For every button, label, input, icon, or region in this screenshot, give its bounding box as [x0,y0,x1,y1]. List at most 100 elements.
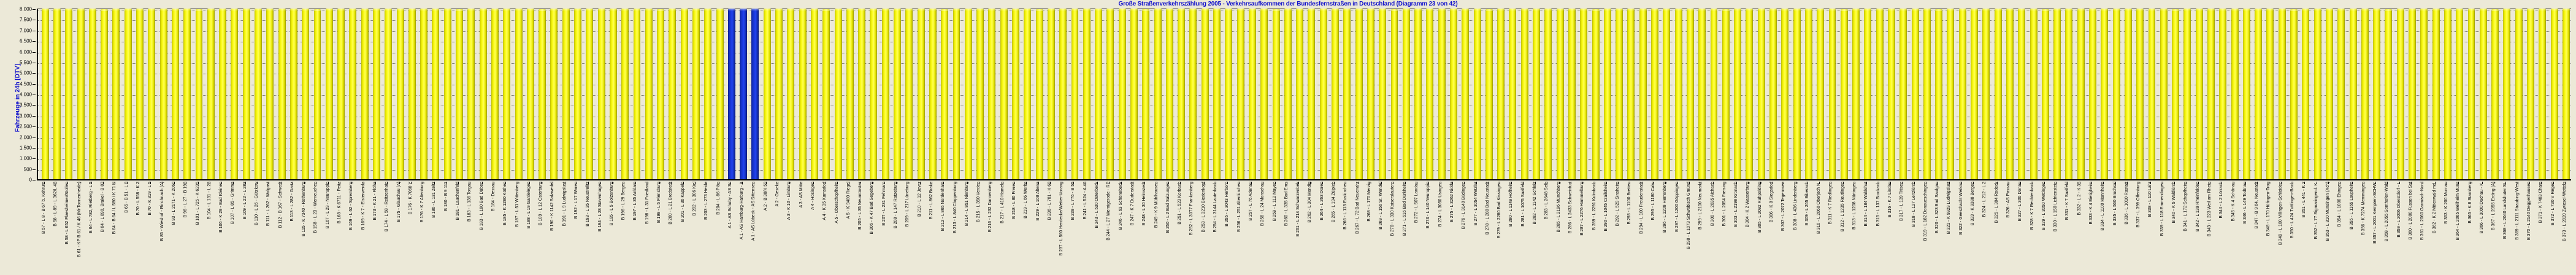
bar-bundesstrasse[interactable] [1106,9,1114,179]
bar-bundesstrasse[interactable] [2432,9,2440,179]
bar-bundesstrasse[interactable] [385,9,393,179]
bar-bundesstrasse[interactable] [2456,9,2464,179]
bar-bundesstrasse[interactable] [467,9,475,179]
bar-bundesstrasse[interactable] [503,9,511,179]
bar-bundesstrasse[interactable] [53,9,61,179]
bar-bundesstrasse[interactable] [349,9,357,179]
bar-bundesstrasse[interactable] [1509,9,1517,179]
bar-bundesstrasse[interactable] [2018,9,2026,179]
bar-bundesstrasse[interactable] [2172,9,2180,179]
bar-bundesstrasse[interactable] [1817,9,1825,179]
bar-bundesstrasse[interactable] [1971,9,1979,179]
bar-bundesstrasse[interactable] [289,9,297,179]
bar-bundesstrasse[interactable] [526,9,534,179]
bar-bundesstrasse[interactable] [1047,9,1055,179]
bar-bundesstrasse[interactable] [1580,9,1588,179]
bar-bundesstrasse[interactable] [372,9,380,179]
bar-bundesstrasse[interactable] [1746,9,1754,179]
bar-bundesstrasse[interactable] [1296,9,1304,179]
bar-bundesstrasse[interactable] [846,9,854,179]
bar-bundesstrasse[interactable] [1414,9,1422,179]
bar-bundesstrasse[interactable] [1118,9,1126,179]
bar-bundesstrasse[interactable] [1698,9,1706,179]
bar-bundesstrasse[interactable] [1734,9,1742,179]
bar-bundesstrasse[interactable] [645,9,653,179]
bar-bundesstrasse[interactable] [1923,9,1931,179]
bar-bundesstrasse[interactable] [124,9,132,179]
bar-bundesstrasse[interactable] [1071,9,1079,179]
bar-bundesstrasse[interactable] [41,9,49,179]
bar-bundesstrasse[interactable] [716,9,724,179]
bar-bundesstrasse[interactable] [2278,9,2286,179]
bar-bundesstrasse[interactable] [2065,9,2073,179]
bar-bundesstrasse[interactable] [65,9,73,179]
bar-bundesstrasse[interactable] [834,9,842,179]
bar-bundesstrasse[interactable] [171,9,179,179]
bar-bundesstrasse[interactable] [1095,9,1103,179]
bar-bundesstrasse[interactable] [1272,9,1280,179]
bar-bundesstrasse[interactable] [539,9,546,179]
bar-bundesstrasse[interactable] [2361,9,2369,179]
bar-bundesstrasse[interactable] [2266,9,2274,179]
bar-bundesstrasse[interactable] [2030,9,2037,179]
bar-bundesstrasse[interactable] [515,9,523,179]
bar-bundesstrasse[interactable] [1876,9,1884,179]
bar-bundesstrasse[interactable] [2041,9,2049,179]
bar-bundesstrasse[interactable] [1248,9,1256,179]
bar-autobahn[interactable] [740,9,748,179]
bar-bundesstrasse[interactable] [1012,9,1019,179]
bar-bundesstrasse[interactable] [1533,9,1541,179]
bar-bundesstrasse[interactable] [195,9,203,179]
bar-bundesstrasse[interactable] [456,9,464,179]
bar-bundesstrasse[interactable] [1769,9,1777,179]
bar-bundesstrasse[interactable] [1757,9,1765,179]
bar-bundesstrasse[interactable] [822,9,830,179]
bar-bundesstrasse[interactable] [1627,9,1635,179]
bar-bundesstrasse[interactable] [207,9,215,179]
bar-bundesstrasse[interactable] [2089,9,2096,179]
bar-bundesstrasse[interactable] [1178,9,1186,179]
bar-bundesstrasse[interactable] [443,9,451,179]
bar-bundesstrasse[interactable] [136,9,144,179]
bar-bundesstrasse[interactable] [1390,9,1398,179]
bar-bundesstrasse[interactable] [2124,9,2132,179]
bar-bundesstrasse[interactable] [1343,9,1351,179]
bar-bundesstrasse[interactable] [870,9,878,179]
bar-bundesstrasse[interactable] [361,9,369,179]
bar-bundesstrasse[interactable] [621,9,629,179]
bar-bundesstrasse[interactable] [1213,9,1221,179]
bar-bundesstrasse[interactable] [1616,9,1623,179]
bar-bundesstrasse[interactable] [2242,9,2250,179]
bar-bundesstrasse[interactable] [159,9,167,179]
bar-bundesstrasse[interactable] [1189,9,1197,179]
bar-bundesstrasse[interactable] [302,9,310,179]
bar-bundesstrasse[interactable] [101,9,109,179]
bar-bundesstrasse[interactable] [112,9,120,179]
bar-bundesstrasse[interactable] [1911,9,1919,179]
bar-bundesstrasse[interactable] [1686,9,1694,179]
bar-bundesstrasse[interactable] [1426,9,1434,179]
bar-bundesstrasse[interactable] [976,9,984,179]
bar-bundesstrasse[interactable] [1024,9,1032,179]
bar-bundesstrasse[interactable] [1379,9,1387,179]
bar-bundesstrasse[interactable] [2444,9,2451,179]
bar-bundesstrasse[interactable] [1473,9,1481,179]
bar-bundesstrasse[interactable] [1332,9,1339,179]
bar-bundesstrasse[interactable] [905,9,913,179]
bar-bundesstrasse[interactable] [810,9,818,179]
bar-bundesstrasse[interactable] [2077,9,2085,179]
bar-bundesstrasse[interactable] [799,9,807,179]
bar-bundesstrasse[interactable] [1083,9,1091,179]
bar-bundesstrasse[interactable] [1592,9,1600,179]
bar-bundesstrasse[interactable] [1568,9,1576,179]
bar-bundesstrasse[interactable] [255,9,262,179]
bar-bundesstrasse[interactable] [2231,9,2239,179]
bar-bundesstrasse[interactable] [562,9,570,179]
bar-bundesstrasse[interactable] [1994,9,2002,179]
bar-bundesstrasse[interactable] [1402,9,1410,179]
bar-bundesstrasse[interactable] [704,9,712,179]
bar-bundesstrasse[interactable] [1804,9,1812,179]
bar-bundesstrasse[interactable] [1462,9,1470,179]
bar-bundesstrasse[interactable] [1899,9,1907,179]
bar-bundesstrasse[interactable] [183,9,191,179]
